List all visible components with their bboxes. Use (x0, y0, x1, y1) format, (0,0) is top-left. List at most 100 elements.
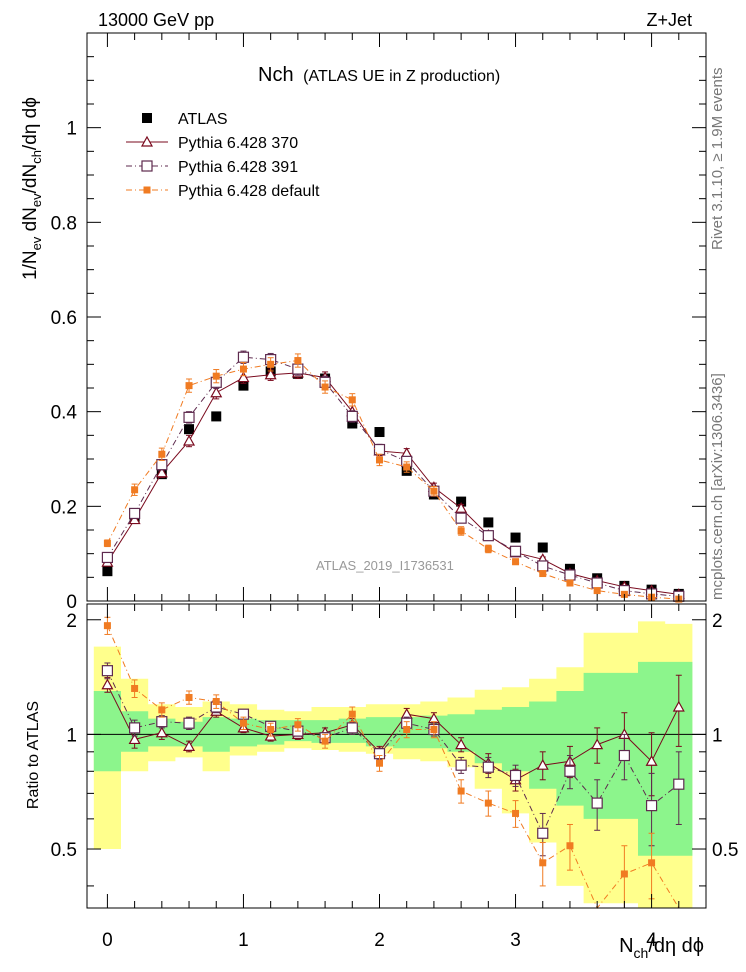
main-point (537, 542, 548, 553)
ratio-point (101, 665, 114, 677)
plot-title-main: Nch (258, 64, 294, 86)
main-point (156, 459, 168, 471)
main-point (510, 532, 521, 543)
main-point (131, 486, 139, 494)
ratio-frame (86, 603, 707, 909)
main-point (238, 380, 249, 391)
main-point (101, 551, 114, 564)
x-axis-label: Nch/dη dϕ (619, 935, 704, 961)
main-point (267, 360, 275, 368)
ratio-point (321, 737, 329, 745)
ratio-point (131, 684, 139, 692)
ratio-point (155, 726, 168, 738)
ratio-point (564, 765, 576, 777)
ratio-point (618, 749, 630, 762)
main-series-line (106, 372, 679, 595)
legend-marker (140, 135, 154, 147)
main-series-line (106, 359, 679, 600)
ratio-point (455, 759, 467, 771)
rivet-label: Rivet 3.1.10, ≥ 1.9M events (709, 68, 726, 251)
main-point (321, 383, 329, 391)
main-point (346, 410, 358, 422)
main-point (593, 587, 601, 595)
ratio-panel: 0.5 0.5 1 1 2 2 0 1 2 3 4 Ratio to ATLAS (25, 603, 738, 951)
main-point (183, 434, 196, 446)
ratio-band-green (93, 661, 693, 856)
main-point (211, 411, 222, 422)
ratio-point (348, 710, 356, 718)
main-point (403, 463, 411, 471)
legend-entry: Pythia 6.428 391 (126, 159, 298, 176)
ratio-point (645, 755, 658, 766)
header-left: 13000 GeV pp (98, 10, 214, 30)
main-point (129, 507, 141, 520)
ratio-point (430, 726, 438, 734)
legend-label: Pythia 6.428 391 (178, 159, 298, 176)
ratio-point (620, 870, 628, 878)
main-point (509, 545, 522, 557)
header-right: Z+Jet (646, 10, 692, 30)
main-point (566, 579, 574, 587)
main-point (430, 487, 438, 495)
main-point (237, 371, 250, 383)
legend-entry: Pythia 6.428 370 (126, 135, 298, 152)
main-point (347, 418, 358, 429)
ratio-point (183, 740, 196, 751)
ratio-point (591, 738, 604, 750)
ratio-series-line (106, 625, 680, 909)
main-point (484, 545, 492, 553)
legend-label: Pythia 6.428 370 (178, 135, 298, 152)
ratio-point (536, 758, 549, 770)
ratio-point (566, 842, 574, 850)
main-point (155, 466, 168, 478)
legend-marker (141, 160, 153, 172)
main-point (483, 517, 494, 528)
mcplots-label: mcplots.cern.ch [arXiv:1306.3436] (709, 373, 726, 600)
legend-label: Pythia 6.428 default (178, 183, 320, 200)
ratio-series-2 (103, 616, 680, 909)
ratio-point (539, 859, 547, 867)
main-point (374, 427, 385, 438)
main-point (482, 530, 494, 542)
ratio-point (482, 761, 494, 773)
main-point (512, 558, 520, 566)
main-point (264, 368, 277, 380)
main-point (375, 456, 383, 464)
main-point (158, 450, 166, 458)
main-point (212, 372, 220, 380)
ratio-point (156, 716, 168, 728)
ratio-point (512, 809, 520, 817)
xtick-label: 0 (102, 930, 113, 951)
ratio-ytick-label-right: 0.5 (712, 840, 738, 861)
ratio-point (267, 726, 275, 734)
ratio-point (645, 800, 658, 812)
legend-marker (143, 186, 151, 194)
legend: ATLAS Pythia 6.428 370 Pythia 6.428 391 Pyt… (126, 111, 320, 200)
main-point (456, 496, 467, 507)
main-point (294, 357, 302, 365)
main-point (183, 411, 195, 423)
ratio-point (591, 797, 603, 809)
main-point (210, 386, 223, 398)
main-point (348, 396, 356, 404)
main-ytick-label: 0.6 (51, 308, 77, 329)
legend-entry: ATLAS (142, 111, 228, 128)
ratio-point (239, 719, 247, 727)
main-point (457, 527, 465, 535)
main-point (185, 382, 193, 390)
main-ylabel: 1/Nev dNev/dNch/dη dϕ (20, 97, 44, 280)
xtick-label: 1 (238, 930, 249, 951)
ratio-ytick-label: 0.5 (51, 840, 77, 861)
main-point (537, 560, 549, 572)
main-point (237, 351, 250, 363)
main-point (128, 513, 141, 525)
main-point (455, 501, 468, 513)
ratio-point (484, 799, 492, 807)
ratio-point (346, 722, 358, 734)
xtick-label: 4 (646, 930, 657, 951)
ratio-ytick-label-right: 1 (712, 725, 723, 746)
main-point (102, 566, 113, 577)
main-point (239, 365, 247, 373)
ratio-ylabel: Ratio to ATLAS (25, 701, 42, 809)
plot-title-sub: (ATLAS UE in Z production) (303, 68, 500, 85)
